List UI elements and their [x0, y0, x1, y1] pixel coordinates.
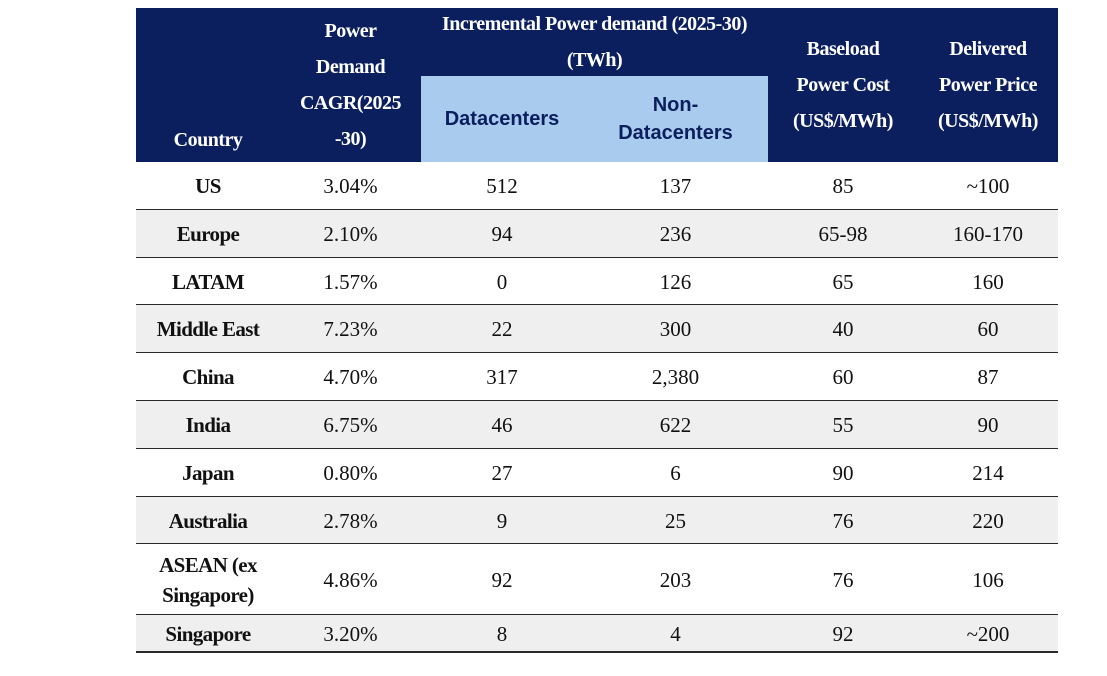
country-cell: Middle East [156, 317, 260, 341]
value-cell: 220 [972, 508, 1004, 533]
value-cell: ~100 [966, 174, 1010, 198]
value-cell: 3.04% [323, 174, 378, 198]
value-cell: 1.57% [323, 269, 378, 294]
row-bg [136, 353, 1058, 401]
value-cell: 4 [670, 621, 681, 646]
value-cell: 2,380 [651, 365, 700, 389]
row-bg [136, 162, 1058, 210]
country-cell: Europe [176, 222, 240, 246]
value-cell: 25 [665, 508, 686, 533]
value-cell: 236 [659, 222, 692, 246]
value-cell: 90 [977, 413, 999, 437]
header-cagr: Power Demand CAGR(2025-30) [280, 8, 421, 162]
row-bg [136, 305, 1058, 353]
value-cell: 3.20% [323, 621, 378, 646]
country-cell: ASEAN (ex Singapore) [159, 552, 257, 607]
header-delivered: Delivered Power Price (US$/MWh) [918, 8, 1058, 162]
header-non-datacenters: Non-Datacenters [583, 76, 768, 162]
value-cell: 2.10% [323, 222, 378, 246]
row-bg [136, 615, 1058, 652]
country-cell: Singapore [165, 621, 251, 646]
value-cell: 2.78% [323, 508, 378, 533]
value-cell: 6 [670, 461, 681, 485]
row-bg [136, 401, 1058, 449]
value-cell: ~200 [966, 621, 1010, 646]
value-cell: 106 [972, 567, 1004, 592]
value-cell: 8 [496, 621, 508, 646]
value-cell: 55 [832, 413, 854, 437]
value-cell: 7.23% [323, 317, 378, 341]
country-cell: Japan [182, 461, 234, 485]
value-cell: 6.75% [323, 413, 378, 437]
value-cell: 85 [832, 174, 854, 198]
row-divider [136, 651, 1058, 653]
value-cell: 214 [972, 461, 1004, 485]
row-bg [136, 497, 1058, 544]
value-cell: 65 [832, 269, 854, 294]
value-cell: 92 [832, 621, 854, 646]
value-cell: 4.86% [323, 567, 378, 592]
value-cell: 40 [832, 317, 854, 341]
header-baseload: Baseload Power Cost (US$/MWh) [768, 8, 918, 162]
value-cell: 92 [491, 567, 513, 592]
value-cell: 137 [659, 174, 692, 198]
header-country: Country [136, 8, 280, 162]
value-cell: 160-170 [953, 222, 1023, 246]
row-bg [136, 258, 1058, 305]
row-bg [136, 210, 1058, 258]
value-cell: 65-98 [818, 222, 868, 246]
header-datacenters: Datacenters [421, 76, 583, 162]
value-cell: 60 [832, 365, 854, 389]
value-cell: 0.80% [323, 461, 378, 485]
value-cell: 46 [491, 413, 513, 437]
header-incremental: Incremental Power demand (2025-30) (TWh) [421, 8, 768, 76]
value-cell: 4.70% [323, 365, 378, 389]
value-cell: 0 [496, 269, 508, 294]
value-cell: 622 [659, 413, 692, 437]
row-bg [136, 449, 1058, 497]
value-cell: 300 [659, 317, 692, 341]
value-cell: 160 [972, 269, 1004, 294]
value-cell: 90 [832, 461, 854, 485]
country-cell: Australia [168, 508, 248, 533]
country-cell: LATAM [171, 269, 245, 294]
country-cell: China [182, 365, 234, 389]
value-cell: 203 [659, 567, 692, 592]
row-bg [136, 544, 1058, 615]
value-cell: 22 [491, 317, 513, 341]
value-cell: 60 [977, 317, 999, 341]
value-cell: 87 [977, 365, 999, 389]
value-cell: 317 [486, 365, 518, 389]
country-cell: US [195, 174, 221, 198]
value-cell: 9 [496, 508, 508, 533]
country-cell: India [185, 413, 231, 437]
value-cell: 94 [491, 222, 513, 246]
value-cell: 76 [832, 567, 854, 592]
value-cell: 126 [659, 269, 692, 294]
value-cell: 27 [491, 461, 513, 485]
value-cell: 76 [832, 508, 854, 533]
value-cell: 512 [486, 174, 518, 198]
